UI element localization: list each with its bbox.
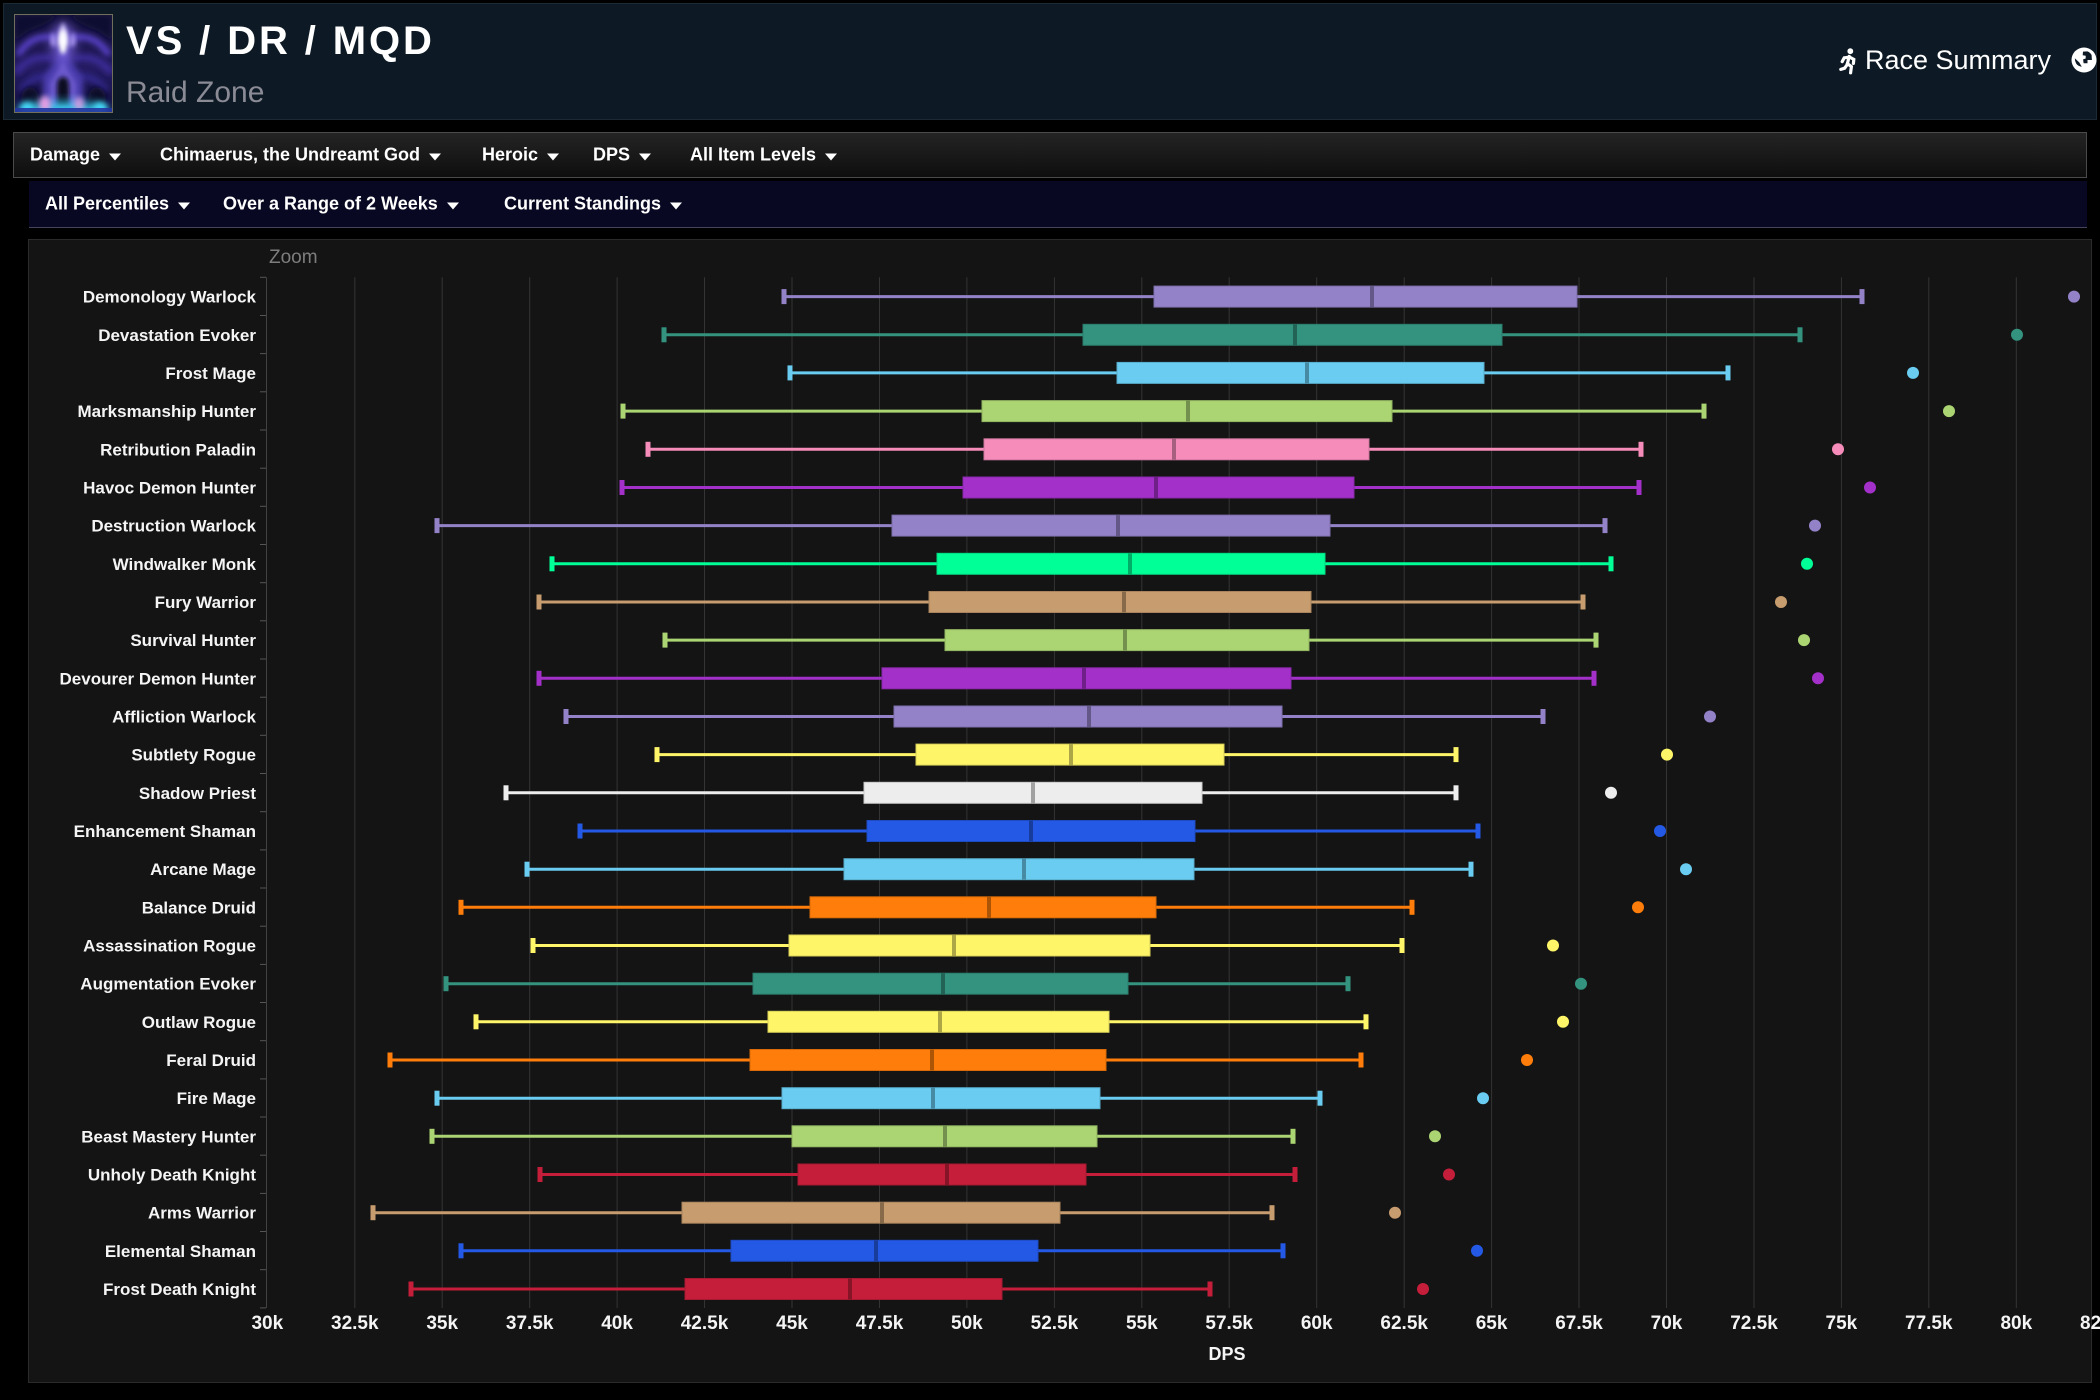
svg-text:32.5k: 32.5k (331, 1313, 379, 1334)
svg-text:50k: 50k (951, 1313, 983, 1334)
svg-text:Devastation Evoker: Devastation Evoker (98, 326, 256, 345)
svg-text:77.5k: 77.5k (1905, 1313, 1953, 1334)
svg-text:30k: 30k (251, 1313, 283, 1334)
svg-text:40k: 40k (601, 1313, 633, 1334)
svg-text:82.5k: 82.5k (2080, 1313, 2100, 1334)
svg-text:Havoc Demon Hunter: Havoc Demon Hunter (83, 479, 256, 498)
svg-text:Outlaw Rogue: Outlaw Rogue (142, 1013, 256, 1032)
svg-text:Marksmanship Hunter: Marksmanship Hunter (77, 402, 256, 421)
svg-text:Zoom: Zoom (269, 247, 318, 268)
svg-text:Beast Mastery Hunter: Beast Mastery Hunter (81, 1127, 256, 1146)
svg-text:DPS: DPS (1208, 1344, 1245, 1364)
svg-text:60k: 60k (1301, 1313, 1333, 1334)
svg-text:Shadow Priest: Shadow Priest (139, 784, 256, 803)
svg-text:72.5k: 72.5k (1730, 1313, 1778, 1334)
svg-text:Arms Warrior: Arms Warrior (148, 1204, 256, 1223)
svg-text:Fury Warrior: Fury Warrior (155, 593, 257, 612)
svg-text:Elemental Shaman: Elemental Shaman (105, 1242, 256, 1261)
svg-text:Balance Druid: Balance Druid (142, 898, 256, 917)
svg-text:42.5k: 42.5k (681, 1313, 729, 1334)
svg-text:75k: 75k (1826, 1313, 1858, 1334)
svg-text:Devourer Demon Hunter: Devourer Demon Hunter (60, 669, 257, 688)
svg-text:55k: 55k (1126, 1313, 1158, 1334)
svg-text:Enhancement Shaman: Enhancement Shaman (74, 822, 256, 841)
svg-text:Unholy Death Knight: Unholy Death Knight (88, 1166, 256, 1185)
svg-text:Affliction Warlock: Affliction Warlock (112, 708, 256, 727)
svg-text:Frost Death Knight: Frost Death Knight (103, 1280, 256, 1299)
svg-text:Demonology Warlock: Demonology Warlock (83, 288, 257, 307)
svg-text:Windwalker Monk: Windwalker Monk (113, 555, 257, 574)
svg-text:70k: 70k (1651, 1313, 1683, 1334)
svg-text:57.5k: 57.5k (1205, 1313, 1253, 1334)
svg-text:67.5k: 67.5k (1555, 1313, 1603, 1334)
svg-text:47.5k: 47.5k (856, 1313, 904, 1334)
svg-text:65k: 65k (1476, 1313, 1508, 1334)
svg-text:Assassination Rogue: Assassination Rogue (83, 937, 256, 956)
svg-text:Arcane Mage: Arcane Mage (150, 860, 256, 879)
svg-text:Fire Mage: Fire Mage (177, 1089, 256, 1108)
svg-text:80k: 80k (2000, 1313, 2032, 1334)
svg-text:Subtlety Rogue: Subtlety Rogue (131, 746, 256, 765)
svg-text:62.5k: 62.5k (1380, 1313, 1428, 1334)
svg-text:Destruction Warlock: Destruction Warlock (91, 517, 256, 536)
svg-text:35k: 35k (426, 1313, 458, 1334)
svg-text:45k: 45k (776, 1313, 808, 1334)
svg-text:Retribution Paladin: Retribution Paladin (100, 440, 256, 459)
svg-text:Feral Druid: Feral Druid (166, 1051, 256, 1070)
svg-text:Augmentation Evoker: Augmentation Evoker (80, 975, 256, 994)
svg-text:52.5k: 52.5k (1031, 1313, 1079, 1334)
svg-text:Survival Hunter: Survival Hunter (130, 631, 256, 650)
svg-text:37.5k: 37.5k (506, 1313, 554, 1334)
svg-text:Frost Mage: Frost Mage (165, 364, 256, 383)
